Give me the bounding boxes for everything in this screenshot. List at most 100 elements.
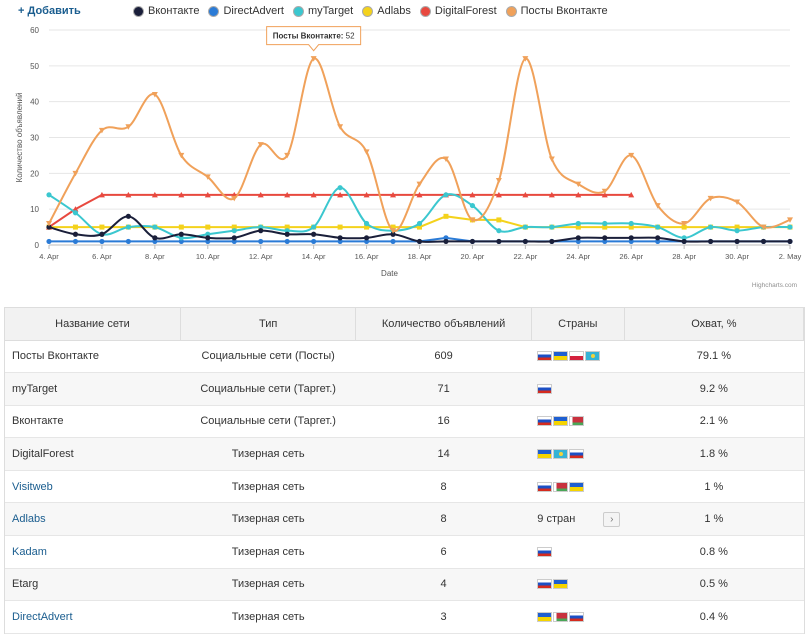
data-point <box>231 228 237 234</box>
data-point <box>337 191 344 198</box>
cell-name: Etarg <box>5 568 181 602</box>
data-point <box>337 235 343 241</box>
data-point <box>602 238 608 245</box>
cell-countries <box>531 600 625 634</box>
tooltip-series-name: Посты Вконтакте: <box>273 32 344 41</box>
data-point <box>337 124 344 130</box>
data-point <box>284 224 290 230</box>
table-row: Вконтакте Социальные сети (Таргет.) 16 2.1 … <box>5 405 804 439</box>
countries-more: 9 стран › <box>531 511 624 527</box>
table-body: Посты Вконтакте Социальные сети (Посты) 60… <box>5 340 804 634</box>
x-tick-label: 16. Apr <box>355 252 379 261</box>
legend-item[interactable]: Вконтакте <box>133 5 199 17</box>
x-tick-label: 22. Apr <box>513 252 537 261</box>
data-point <box>178 191 185 198</box>
data-point <box>417 224 422 230</box>
legend-item[interactable]: Посты Вконтакте <box>505 5 608 17</box>
data-point <box>760 238 767 245</box>
data-point <box>178 238 184 245</box>
data-point <box>99 231 105 237</box>
networks-table: Название сети Тип Количество объявлений Стр… <box>5 308 805 634</box>
cell-name[interactable]: DirectAdvert <box>5 600 181 634</box>
x-tick-label: 18. Apr <box>408 252 432 261</box>
flag-ua-icon <box>553 579 569 590</box>
cell-count: 6 <box>355 535 532 569</box>
data-point <box>390 228 397 234</box>
data-point <box>205 238 211 245</box>
cell-countries <box>531 437 625 471</box>
data-point <box>151 92 158 98</box>
data-point <box>258 228 264 234</box>
cell-name: Вконтакте <box>5 405 181 439</box>
data-point <box>628 224 634 230</box>
table-row: Etarg Тизерная сеть 4 0.5 % <box>5 568 804 602</box>
legend-label: myTarget <box>308 5 354 17</box>
data-point <box>416 220 423 227</box>
column-header[interactable]: Страны <box>531 308 625 341</box>
data-point <box>496 228 502 234</box>
cell-reach: 0.8 % <box>624 535 804 569</box>
data-point <box>46 238 52 245</box>
legend-item[interactable]: Adlabs <box>362 5 411 17</box>
flags <box>531 579 624 590</box>
data-point <box>231 224 237 230</box>
flag-ru-icon <box>537 579 553 590</box>
cell-name[interactable]: Visitweb <box>5 470 181 504</box>
cell-countries: 9 стран › <box>531 502 625 537</box>
add-button[interactable]: + Добавить <box>18 5 81 17</box>
data-point <box>257 191 264 198</box>
table-row: myTarget Социальные сети (Таргет.) 71 9.2 % <box>5 372 804 406</box>
chart-legend: Вконтакте DirectAdvert myTarget Adlabs Digit… <box>133 5 617 17</box>
cell-reach: 1.8 % <box>624 437 804 471</box>
y-tick-label: 60 <box>30 26 39 35</box>
data-point <box>416 181 423 188</box>
x-tick-label: 24. Apr <box>566 252 590 261</box>
data-point <box>575 191 582 198</box>
series-line <box>48 57 791 232</box>
data-point <box>231 195 238 202</box>
data-point <box>628 191 635 198</box>
legend-item[interactable]: myTarget <box>293 5 353 17</box>
data-point <box>98 127 105 134</box>
column-header[interactable]: Количество объявлений <box>355 308 532 341</box>
data-point <box>469 202 476 209</box>
data-point <box>707 195 714 202</box>
chevron-right-icon[interactable]: › <box>603 511 621 527</box>
cell-countries <box>531 405 625 439</box>
data-point <box>654 203 661 209</box>
cell-name[interactable]: Kadam <box>5 535 181 569</box>
data-point <box>310 56 317 62</box>
legend-marker-icon <box>208 5 220 17</box>
column-header[interactable]: Тип <box>180 308 357 341</box>
legend-label: Вконтакте <box>148 5 200 17</box>
data-point <box>469 238 476 245</box>
data-point <box>787 217 793 223</box>
column-header[interactable]: Охват, % <box>624 308 805 341</box>
data-point <box>628 152 635 159</box>
legend-item[interactable]: DigitalForest <box>419 5 497 17</box>
data-point <box>681 238 687 245</box>
table-row: DirectAdvert Тизерная сеть 3 0.4 % <box>5 600 804 634</box>
data-point <box>363 191 370 198</box>
x-tick-label: 2. May <box>779 252 802 261</box>
flag-ua-icon <box>553 416 569 427</box>
data-point <box>98 191 105 198</box>
cell-count: 8 <box>355 502 532 537</box>
legend-label: Adlabs <box>377 5 411 17</box>
data-point <box>522 238 528 245</box>
flag-kz-icon <box>553 449 569 460</box>
data-point <box>72 170 79 177</box>
data-point <box>258 224 264 230</box>
data-point <box>178 231 184 237</box>
data-point <box>628 220 634 227</box>
column-header[interactable]: Название сети <box>5 308 181 341</box>
data-point <box>655 235 661 241</box>
data-point <box>469 217 476 223</box>
cell-type: Тизерная сеть <box>180 470 356 504</box>
y-tick-label: 20 <box>30 169 39 178</box>
data-point <box>602 235 608 241</box>
cell-name[interactable]: Adlabs <box>5 502 181 537</box>
legend-item[interactable]: DirectAdvert <box>208 5 284 17</box>
data-point <box>125 238 131 245</box>
cell-type: Социальные сети (Таргет.) <box>180 372 356 406</box>
